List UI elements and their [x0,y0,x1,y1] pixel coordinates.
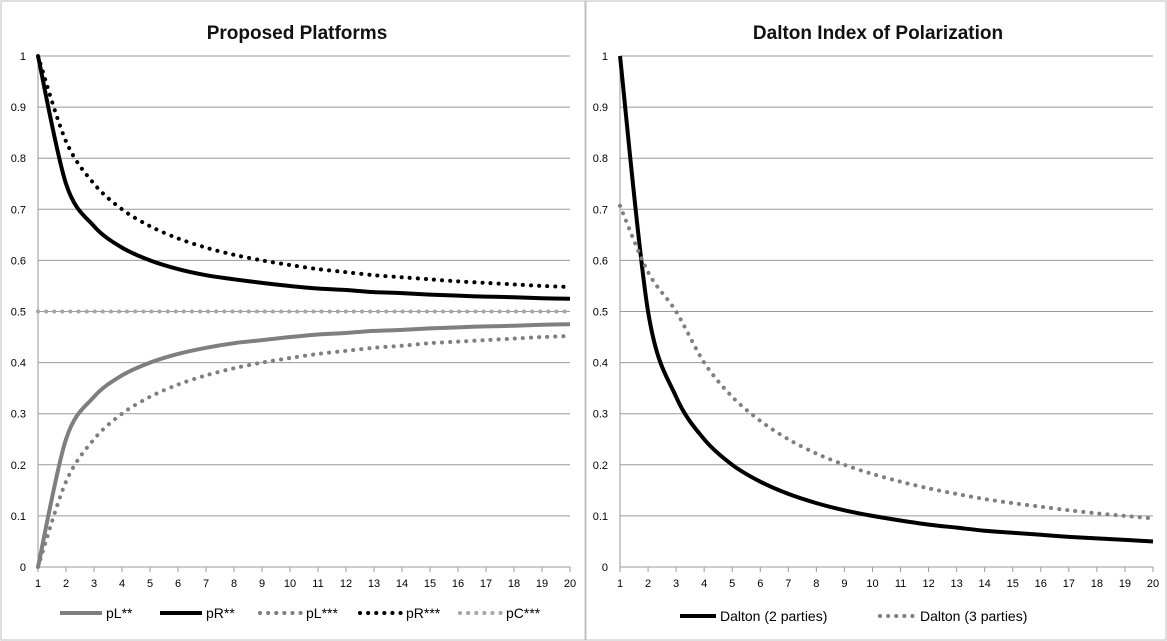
series-line-dalton-3-parties [618,203,1155,521]
x-tick-label: 8 [813,578,819,590]
x-tick-label: 5 [147,578,153,590]
y-tick-label: 0 [20,562,26,574]
x-tick-label: 15 [1007,578,1019,590]
y-tick-label: 0.4 [11,358,26,370]
legend-left: pL** pR** pL*** pR*** pC*** [60,605,541,621]
series-lines-left [36,54,572,569]
y-tick-label: 0.4 [593,358,608,370]
x-tick-label: 7 [203,578,209,590]
legend-right: Dalton (2 parties) Dalton (3 parties) [680,608,1027,624]
x-tick-label: 10 [284,578,296,590]
x-tick-label: 15 [424,578,436,590]
legend-label-plstarstarstar: pL*** [306,605,338,621]
x-tick-label: 9 [841,578,847,590]
x-tick-label: 6 [175,578,181,590]
series-lines-right [618,55,1155,544]
x-tick-label: 12 [922,578,934,590]
x-tick-label: 13 [951,578,963,590]
x-tick-label: 18 [508,578,520,590]
x-tick-labels-left: 1 2 3 4 5 6 7 8 9 10 11 12 13 14 15 16 17 18 19 20 [35,567,576,590]
x-tick-label: 5 [729,578,735,590]
x-tick-label: 19 [536,578,548,590]
legend-label-dalton-3-parties: Dalton (3 parties) [920,608,1027,624]
y-tick-label: 0.2 [593,460,608,472]
x-tick-label: 20 [1147,578,1159,590]
x-tick-label: 16 [1035,578,1047,590]
y-tick-label: 0.6 [593,255,608,267]
x-tick-label: 4 [701,578,707,590]
y-tick-label: 0.9 [593,102,608,114]
x-tick-label: 17 [480,578,492,590]
y-tick-label: 0.1 [11,511,26,523]
x-tick-label: 14 [396,578,408,590]
x-tick-label: 1 [35,578,41,590]
chart-title-right: Dalton Index of Polarization [753,23,1003,44]
x-tick-labels-right: 1 2 3 4 5 6 7 8 9 10 11 12 13 14 15 16 17 18 19 20 [617,567,1159,590]
x-tick-label: 13 [368,578,380,590]
x-tick-label: 2 [645,578,651,590]
legend-label-dalton-2-parties: Dalton (2 parties) [720,608,827,624]
y-tick-label: 0 [602,562,608,574]
series-line-plstarstarstar [36,334,572,569]
y-tick-label: 0.7 [11,204,26,216]
x-tick-label: 2 [63,578,69,590]
y-tick-label: 0.5 [593,307,608,319]
y-tick-label: 0.8 [11,153,26,165]
y-tick-label: 1 [602,51,608,63]
x-tick-label: 3 [673,578,679,590]
x-tick-label: 11 [312,578,323,590]
series-line-prstarstar [36,55,571,301]
x-tick-label: 6 [757,578,763,590]
chart-frame-right [585,0,1167,641]
x-tick-label: 14 [979,578,991,590]
series-line-plstarstar [36,322,571,568]
gridlines-right [619,55,1153,568]
gridlines-left [37,55,570,568]
y-tick-label: 0.3 [593,409,608,421]
x-tick-label: 17 [1063,578,1075,590]
y-tick-label: 0.1 [593,511,608,523]
y-tick-label: 0.7 [593,204,608,216]
x-tick-label: 7 [785,578,791,590]
y-tick-labels-right: 0 0.1 0.2 0.3 0.4 0.5 0.6 0.7 0.8 0.9 1 [593,51,608,574]
legend-label-prstarstar: pR** [206,605,235,621]
x-tick-label: 12 [340,578,352,590]
y-tick-labels-left: 0 0.1 0.2 0.3 0.4 0.5 0.6 0.7 0.8 0.9 1 [11,51,26,574]
x-tick-label: 19 [1119,578,1131,590]
chart-title-left: Proposed Platforms [207,23,388,44]
chart-frame-left [0,0,586,641]
x-tick-label: 10 [866,578,878,590]
series-line-prstarstarstar [36,54,572,289]
chart-panel-proposed-platforms: Proposed Platforms 0 0.1 0.2 0.3 0.4 0.5 0.6 0.… [0,0,586,641]
x-tick-label: 11 [895,578,906,590]
y-tick-label: 0.8 [593,153,608,165]
y-tick-label: 0.6 [11,255,26,267]
x-tick-label: 4 [119,578,125,590]
x-tick-label: 18 [1091,578,1103,590]
x-tick-label: 1 [617,578,623,590]
x-tick-label: 16 [452,578,464,590]
y-tick-label: 0.5 [11,307,26,319]
x-tick-label: 20 [564,578,576,590]
y-tick-label: 0.3 [11,409,26,421]
y-tick-label: 0.9 [11,102,26,114]
legend-label-prstarstarstar: pR*** [406,605,441,621]
chart-panel-dalton-index: Dalton Index of Polarization 00.10.20.30… [585,0,1167,641]
legend-label-plstarstar: pL** [106,605,133,621]
x-tick-label: 9 [259,578,265,590]
series-line-dalton-2-parties [618,55,1154,544]
x-tick-label: 8 [231,578,237,590]
y-tick-label: 0.2 [11,460,26,472]
y-tick-label: 1 [20,51,26,63]
x-tick-label: 3 [91,578,97,590]
legend-label-pcstarstarstar: pC*** [506,605,541,621]
